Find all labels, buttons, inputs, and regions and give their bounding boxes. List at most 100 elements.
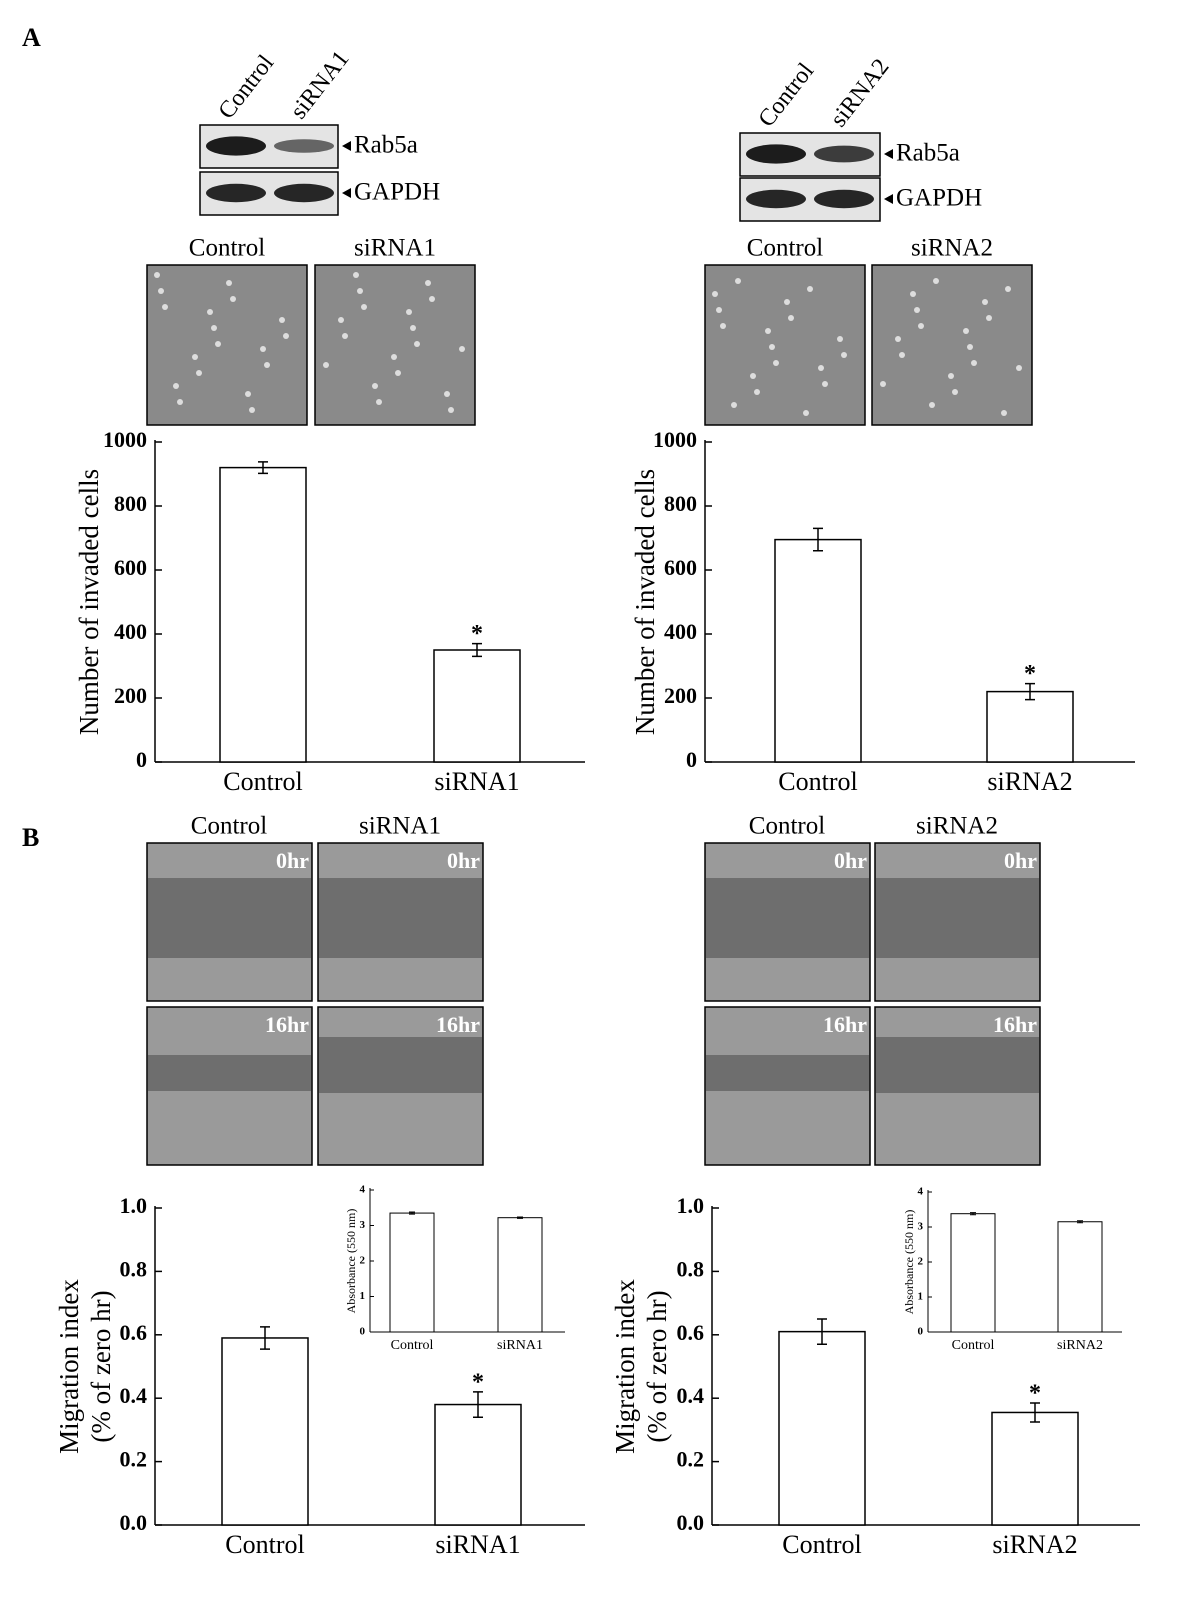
- arrowhead: [884, 194, 893, 204]
- cell: [448, 407, 454, 413]
- y-tick-label: 800: [664, 491, 697, 516]
- y-tick-label: 1000: [653, 427, 697, 452]
- y-axis-label: Absorbance (550 nm): [344, 1209, 358, 1314]
- wound-gap: [706, 1055, 869, 1091]
- y-tick-label: 400: [114, 619, 147, 644]
- cell: [391, 354, 397, 360]
- lane-label: Control: [754, 58, 820, 132]
- wound-gap: [319, 1037, 482, 1093]
- cell: [459, 346, 465, 352]
- cell: [952, 389, 958, 395]
- cell: [260, 346, 266, 352]
- cell: [342, 333, 348, 339]
- time-label: 16hr: [823, 1012, 867, 1037]
- y-tick-label: 1000: [103, 427, 147, 452]
- cell: [158, 288, 164, 294]
- error-bar: [1077, 1220, 1083, 1224]
- y-tick-label: 0.0: [120, 1510, 148, 1535]
- cell: [933, 278, 939, 284]
- cell: [215, 341, 221, 347]
- wound-gap: [148, 1055, 311, 1091]
- significance-label: *: [1024, 661, 1036, 687]
- y-tick-label: 0: [686, 747, 697, 772]
- cell: [372, 383, 378, 389]
- x-tick-label: siRNA2: [987, 767, 1072, 796]
- cell: [720, 323, 726, 329]
- lane-label: Control: [214, 50, 280, 124]
- bar: [986, 690, 1074, 763]
- error-bar: [258, 461, 268, 475]
- y-tick-label: 0.0: [677, 1510, 705, 1535]
- cell: [410, 325, 416, 331]
- image-label: Control: [191, 813, 267, 840]
- cell: [731, 402, 737, 408]
- significance-label: *: [1029, 1380, 1041, 1406]
- cell: [444, 391, 450, 397]
- time-label: 16hr: [436, 1012, 480, 1037]
- cell: [822, 381, 828, 387]
- image-label: siRNA1: [359, 813, 441, 840]
- image-label: Control: [189, 235, 265, 262]
- y-tick-label: 0: [136, 747, 147, 772]
- y-tick-label: 1.0: [677, 1193, 705, 1218]
- cell: [712, 291, 718, 297]
- wound-gap: [148, 878, 311, 958]
- x-tick-label: Control: [782, 1530, 861, 1559]
- wound-gap: [876, 1037, 1039, 1093]
- arrowhead: [342, 141, 351, 151]
- bar: [221, 1337, 309, 1526]
- y-tick-label: 1.0: [120, 1193, 148, 1218]
- bar: [774, 538, 862, 763]
- image-label: Control: [747, 235, 823, 262]
- cell: [1001, 410, 1007, 416]
- image-label: Control: [749, 813, 825, 840]
- y-tick-label: 600: [664, 555, 697, 580]
- panel-label: B: [22, 823, 39, 852]
- time-label: 0hr: [1004, 848, 1037, 873]
- y-tick-label: 0.6: [677, 1320, 705, 1345]
- cell: [967, 344, 973, 350]
- y-tick-label: 1: [918, 1291, 924, 1303]
- cell: [765, 328, 771, 334]
- y-tick-label: 0.4: [677, 1383, 705, 1408]
- cell: [230, 296, 236, 302]
- y-axis-label: Absorbance (550 nm): [902, 1210, 916, 1315]
- time-label: 16hr: [265, 1012, 309, 1037]
- error-bar: [813, 527, 823, 552]
- y-tick-label: 0.2: [120, 1447, 148, 1472]
- y-tick-label: 800: [114, 491, 147, 516]
- cell: [425, 280, 431, 286]
- blot-band: [206, 183, 266, 203]
- bar: [219, 466, 307, 763]
- bar: [778, 1330, 866, 1526]
- wound-gap: [319, 878, 482, 958]
- cell: [948, 373, 954, 379]
- bar: [991, 1411, 1079, 1526]
- cell: [818, 365, 824, 371]
- y-tick-label: 0.2: [677, 1447, 705, 1472]
- y-tick-label: 3: [918, 1221, 924, 1233]
- bar: [434, 1403, 522, 1526]
- cell: [837, 336, 843, 342]
- y-tick-label: 1: [360, 1290, 366, 1302]
- cell: [716, 307, 722, 313]
- cell: [807, 286, 813, 292]
- blot-band: [814, 145, 874, 163]
- cell: [323, 362, 329, 368]
- y-axis-label: (% of zero hr): [642, 1290, 672, 1442]
- error-bar: [260, 1326, 270, 1350]
- error-bar: [472, 642, 482, 658]
- x-tick-label: siRNA1: [435, 1530, 520, 1559]
- image-label: siRNA2: [916, 813, 998, 840]
- cell: [207, 309, 213, 315]
- cell: [963, 328, 969, 334]
- error-bar: [409, 1211, 415, 1215]
- blot-band: [814, 189, 874, 209]
- cell: [773, 360, 779, 366]
- cell: [192, 354, 198, 360]
- cell: [211, 325, 217, 331]
- time-label: 0hr: [276, 848, 309, 873]
- x-tick-label: Control: [223, 767, 302, 796]
- cell: [245, 391, 251, 397]
- y-tick-label: 0: [918, 1326, 924, 1338]
